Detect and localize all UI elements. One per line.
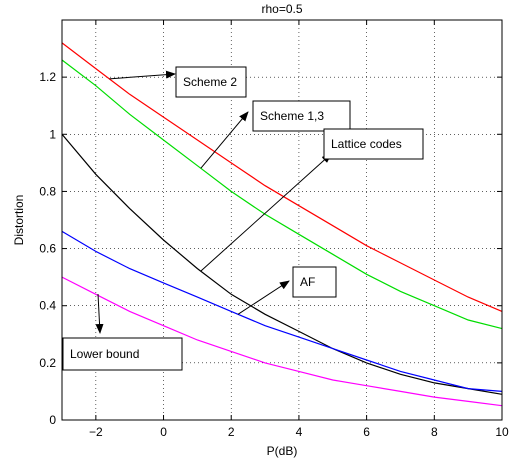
annotation-lower-bound: Lower bound — [62, 293, 183, 371]
y-tick-label: 1.2 — [39, 70, 56, 84]
annotation-label: Lattice codes — [331, 137, 402, 151]
annotation-box — [62, 337, 183, 371]
x-tick-label: 6 — [363, 425, 370, 439]
annotation-arrow — [109, 70, 176, 80]
series-line-lower-bound — [61, 276, 503, 407]
series-line-lattice-codes — [61, 133, 503, 395]
x-tick-label: 4 — [296, 425, 303, 439]
x-tick-label: 0 — [160, 425, 167, 439]
axis-ticks: −2 0 2 4 6 8 10 0 0.2 0.4 0.6 0.8 1 1.2 — [39, 20, 509, 439]
x-axis-title: P(dB) — [267, 444, 298, 458]
annotation-af: AF — [237, 266, 337, 315]
y-tick-label: 0.8 — [39, 184, 56, 198]
annotation-box — [252, 100, 351, 132]
y-tick-label: 0.2 — [39, 356, 56, 370]
annotation-lattice-codes: Lattice codes — [200, 128, 424, 272]
x-tick-label: 8 — [431, 425, 438, 439]
annotation-label: AF — [300, 275, 315, 289]
series-line-scheme-1-3 — [61, 59, 503, 330]
series-line-af — [61, 230, 503, 392]
annotation-box — [175, 66, 247, 98]
y-tick-label: 0.4 — [39, 299, 56, 313]
series-group — [61, 42, 503, 407]
series-line-scheme-2 — [61, 42, 503, 312]
y-tick-label: 1 — [49, 127, 56, 141]
grid — [62, 20, 502, 420]
x-tick-label: −2 — [89, 425, 103, 439]
annotation-arrow — [200, 153, 332, 272]
annotation-box — [323, 128, 424, 160]
annotation-label: Lower bound — [70, 347, 139, 361]
x-tick-label: 10 — [495, 425, 509, 439]
annotation-arrow — [237, 280, 290, 315]
annotation-scheme-2: Scheme 2 — [109, 66, 247, 98]
annotation-arrow — [95, 293, 104, 334]
annotation-label: Scheme 1,3 — [260, 109, 324, 123]
y-tick-label: 0.6 — [39, 242, 56, 256]
y-axis-title: Distortion — [12, 195, 26, 246]
annotation-arrow — [200, 111, 249, 169]
annotations: Scheme 2 Scheme 1,3 Lattice codes AF Lower b… — [62, 66, 424, 371]
annotation-label: Scheme 2 — [183, 75, 237, 89]
annotation-scheme-1-3: Scheme 1,3 — [200, 100, 351, 169]
x-tick-label: 2 — [228, 425, 235, 439]
chart-title: rho=0.5 — [261, 2, 302, 16]
y-tick-label: 0 — [49, 413, 56, 427]
annotation-box — [292, 266, 337, 298]
plot-area-frame — [61, 19, 503, 421]
